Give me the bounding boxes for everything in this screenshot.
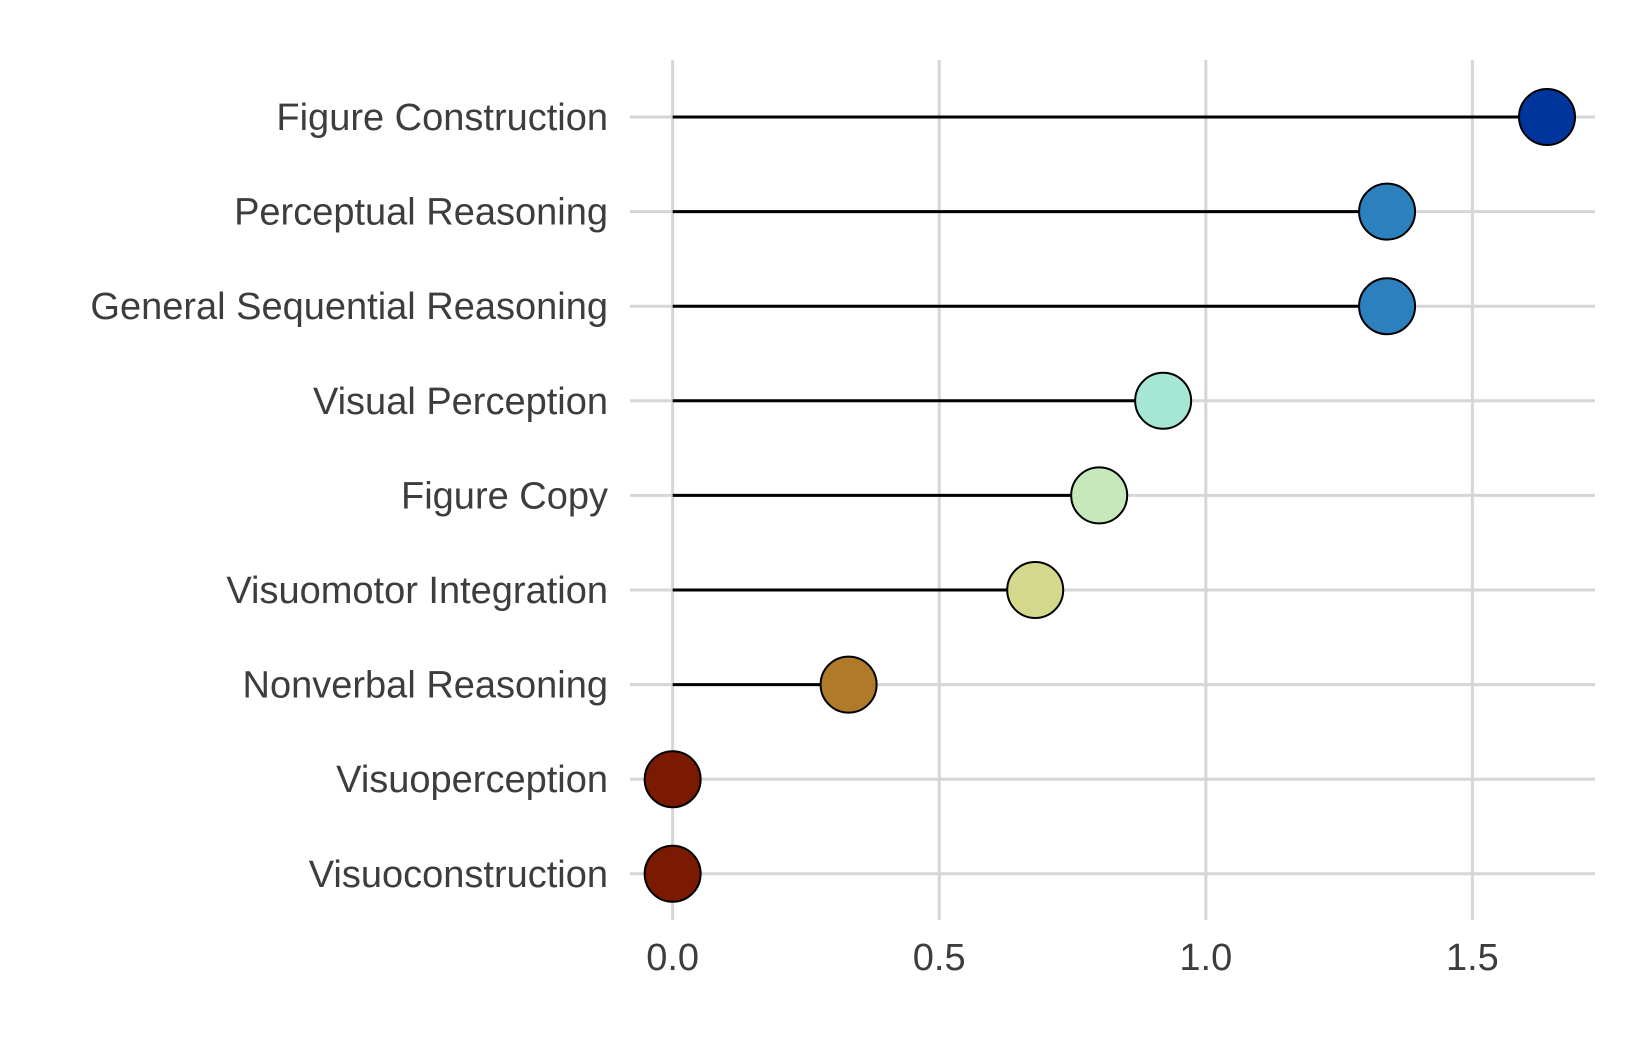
stem-layer (672, 115, 1548, 687)
x-axis-labels: 0.0 0.5 1.0 1.5 (646, 937, 1499, 979)
y-category-label: Visual Perception (313, 381, 608, 423)
y-axis-labels: Figure Construction Perceptual Reasoning G… (90, 97, 608, 896)
y-category-label: Nonverbal Reasoning (243, 665, 608, 707)
x-tick-label: 1.0 (1179, 937, 1232, 979)
x-tick-label: 1.5 (1446, 937, 1499, 979)
point-layer (643, 88, 1577, 903)
lollipop-point (1134, 371, 1193, 430)
y-category-label: Perceptual Reasoning (234, 192, 608, 234)
y-category-label: Figure Copy (401, 475, 608, 517)
y-category-label: Visuoconstruction (309, 854, 608, 896)
x-tick-label: 0.5 (913, 937, 966, 979)
y-category-label: Visuomotor Integration (226, 570, 608, 612)
lollipop-point (1358, 182, 1417, 241)
lollipop-point (643, 750, 702, 809)
lollipop-point (1358, 277, 1417, 336)
y-category-label: General Sequential Reasoning (90, 286, 608, 328)
lollipop-point (1006, 561, 1065, 619)
y-category-label: Figure Construction (276, 97, 608, 139)
y-category-label: Visuoperception (336, 759, 608, 801)
x-tick-label: 0.0 (646, 937, 699, 979)
lollipop-point (1518, 88, 1577, 146)
lollipop-point (643, 844, 702, 903)
lollipop-point (1070, 466, 1129, 525)
lollipop-point (819, 655, 878, 714)
